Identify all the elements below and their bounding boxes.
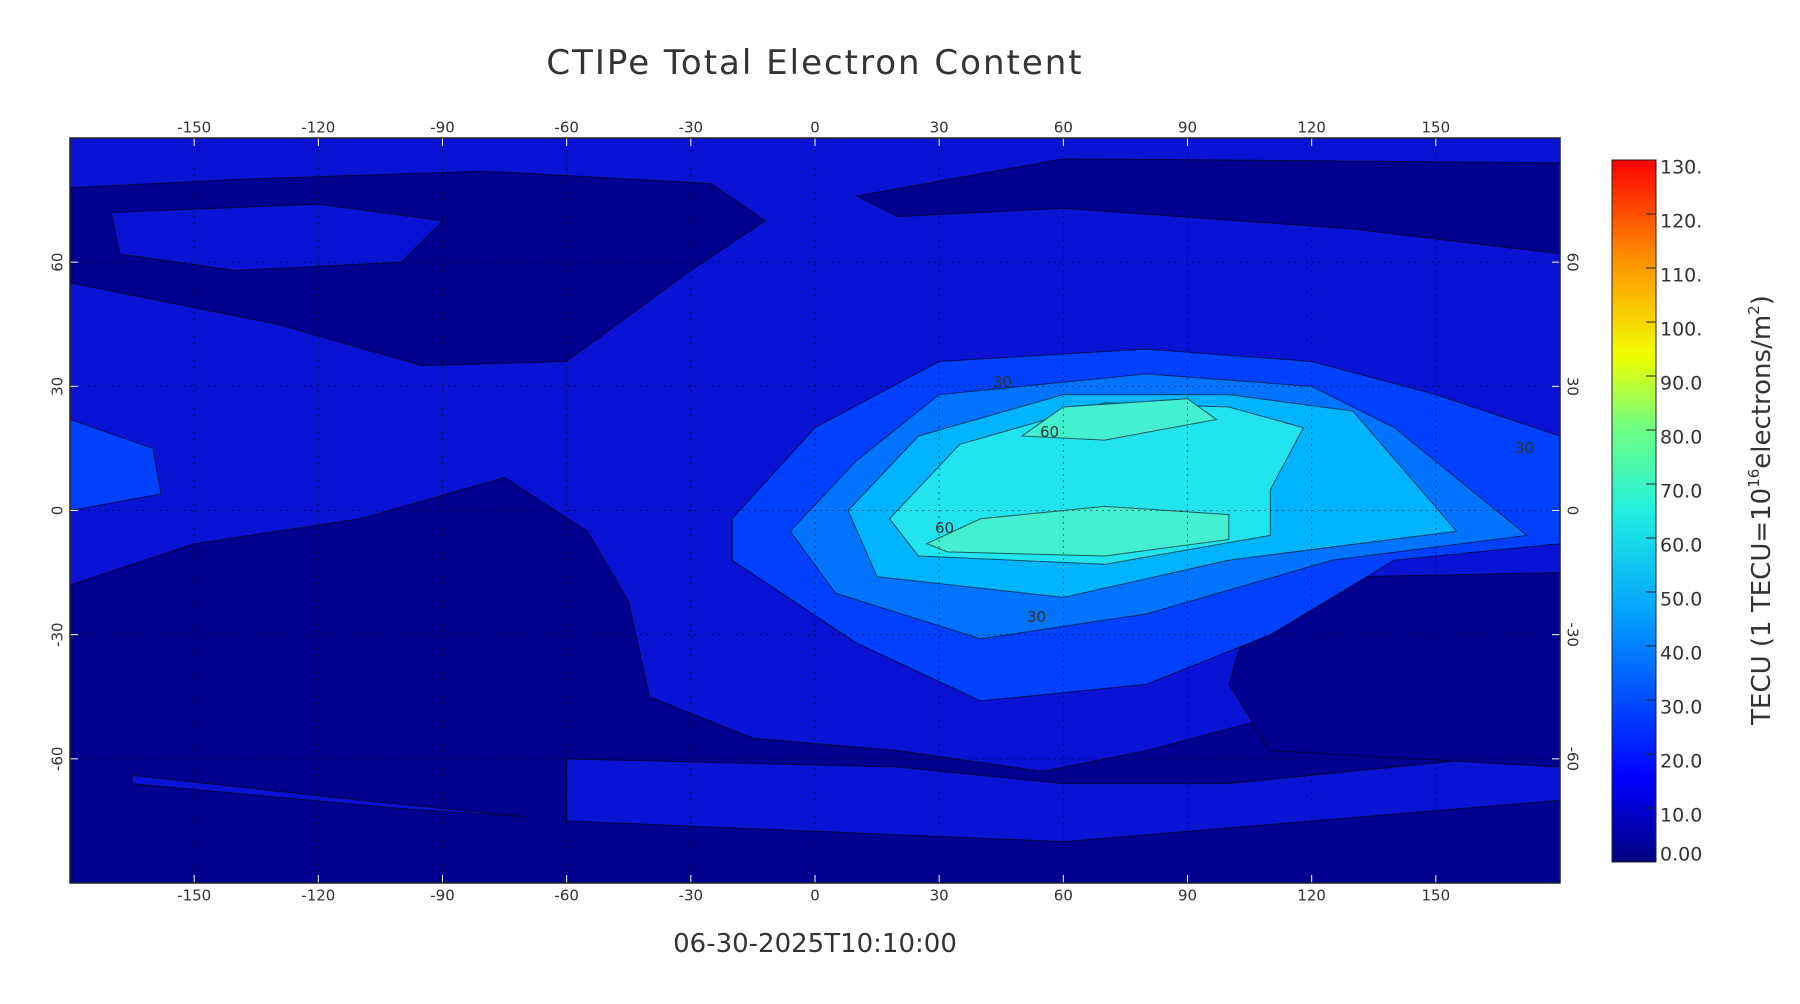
x-tick-label: 90 [1178,119,1197,137]
x-tick-label: -60 [554,887,579,905]
x-tick-label: -90 [430,119,455,137]
contour-label: 60 [1040,423,1059,441]
contour-band [132,775,525,816]
x-tick-label: -30 [679,887,704,905]
title: CTIPe Total Electron Content [546,43,1083,83]
colorbar-tick-label: 110. [1660,265,1702,287]
colorbar [1611,159,1657,863]
colorbar-label: TECU (1 TECU=1016electrons/m2) [1745,295,1777,726]
contour-labels: 30 60 60 30 30 [935,373,1534,626]
x-tick-label: -120 [301,119,335,137]
x-tick-label: -120 [301,887,335,905]
contour-high [1022,399,1217,440]
y-tick-label: 0 [49,506,67,516]
colorbar-tick-label: 100. [1660,319,1702,341]
x-tick-label: -90 [430,887,455,905]
colorbar-tick-label: 70.0 [1660,481,1702,503]
label-part: TECU (1 TECU=10 [1747,488,1777,726]
x-tick-label: 90 [1178,887,1197,905]
contour-label: 30 [1515,439,1534,457]
label-part: ) [1747,295,1777,305]
contour-high [927,506,1229,556]
y-tick-label: 60 [1564,253,1582,272]
y-tick-label: 60 [49,253,67,272]
x-tick-label: -30 [679,119,704,137]
contour-label: 30 [993,373,1012,391]
x-tick-label: 60 [1054,887,1073,905]
label-part: electrons/m [1747,315,1777,469]
x-tick-label: 60 [1054,119,1073,137]
contour-label: 30 [1027,608,1046,626]
x-tick-label: 0 [810,887,820,905]
colorbar-tick-label: 10.0 [1660,805,1702,827]
label-sup: 16 [1745,469,1763,488]
y-tick-label: -30 [1564,622,1582,647]
contour-band [70,419,161,510]
y-tick-label: -30 [49,622,67,647]
colorbar-tick-label: 90.0 [1660,373,1702,395]
x-tick-label: 30 [930,887,949,905]
x-tick-label: 30 [930,119,949,137]
colorbar-tick-label: 130. [1660,157,1702,179]
y-tick-label: 0 [1564,506,1582,516]
x-tick-label: -150 [177,887,211,905]
label-sup: 2 [1745,305,1763,315]
y-tick-label: -60 [49,747,67,772]
colorbar-tick-label: 30.0 [1660,697,1702,719]
x-tick-label: 120 [1297,887,1326,905]
colorbar-tick-label: 80.0 [1660,427,1702,449]
map-axes: -150-150-120-120-90-90-60-60-30-30003030… [49,119,1582,905]
colorbar-tick-label: 20.0 [1660,751,1702,773]
x-tick-label: -150 [177,119,211,137]
contour-low [856,159,1560,254]
colorbar-tick-label: 40.0 [1660,643,1702,665]
y-tick-label: -60 [1564,747,1582,772]
colorbar-tick-label: 0.00 [1660,844,1702,866]
colorbar-tick-label: 120. [1660,211,1702,233]
contour-band [567,751,1560,842]
x-tick-label: 150 [1422,119,1451,137]
y-tick-label: 30 [1564,377,1582,396]
colorbar-tick-label: 60.0 [1660,535,1702,557]
x-tick-label: -60 [554,119,579,137]
x-tick-label: 0 [810,119,820,137]
colorbar-tick-label: 50.0 [1660,589,1702,611]
contour-label: 60 [935,519,954,537]
y-tick-label: 30 [49,377,67,396]
colorbar-axis: 0.00 10.0 20.0 30.0 40.0 50.0 60.0 70.0 80.0 90.0… [1646,157,1702,866]
x-tick-label: 120 [1297,119,1326,137]
timestamp: 06-30-2025T10:10:00 [673,929,957,959]
map-frame [69,137,1561,884]
x-tick-label: 150 [1422,887,1451,905]
